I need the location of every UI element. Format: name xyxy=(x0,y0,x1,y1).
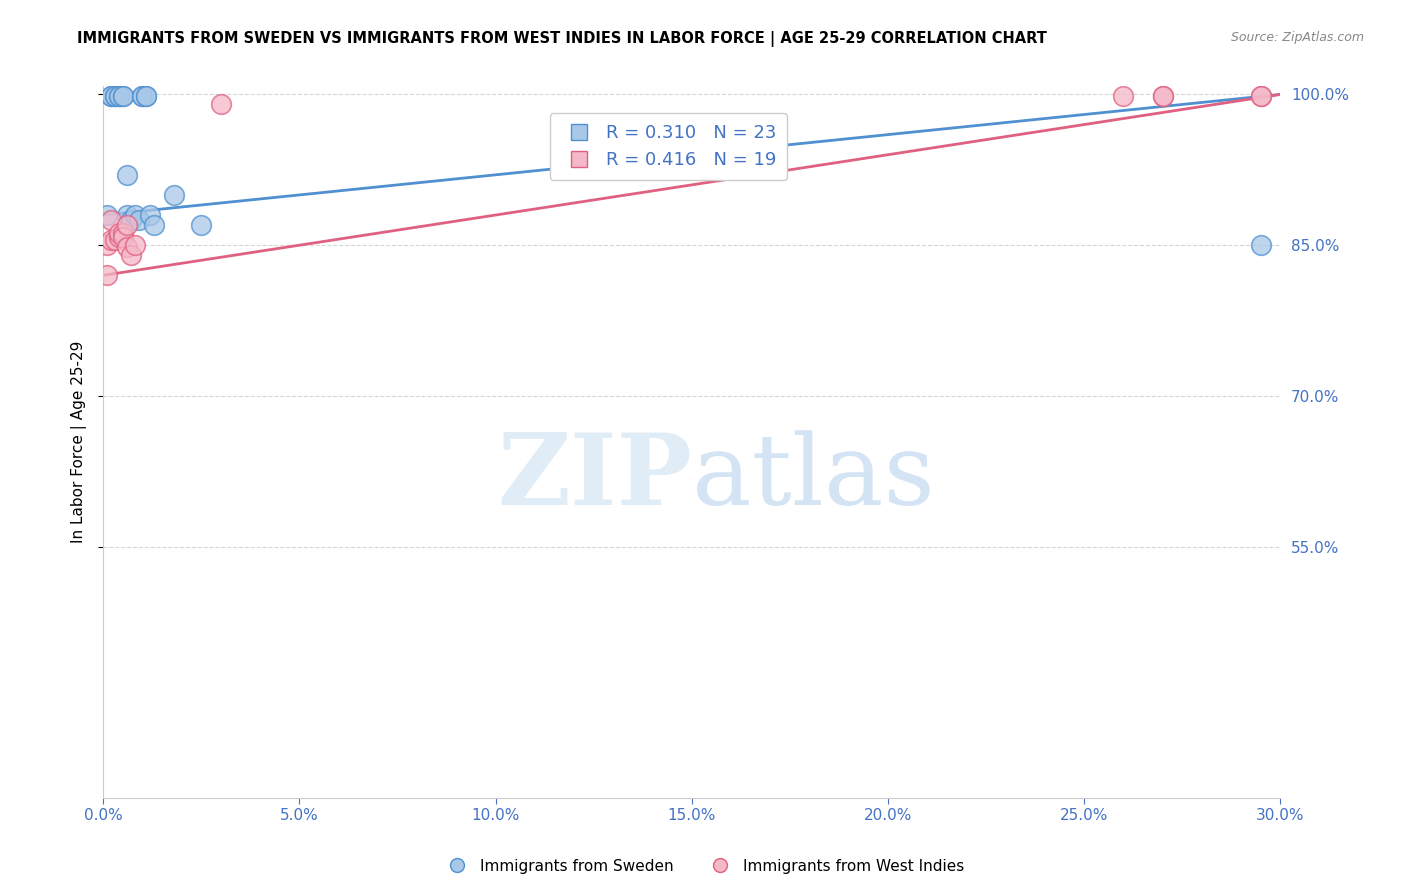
Point xyxy=(96,268,118,283)
Text: ZIP: ZIP xyxy=(496,429,692,526)
Point xyxy=(1112,89,1135,103)
Point xyxy=(108,89,131,103)
Point xyxy=(143,218,166,232)
Point xyxy=(1152,89,1174,103)
Point xyxy=(108,230,131,244)
Text: atlas: atlas xyxy=(692,430,935,525)
Point xyxy=(111,230,134,244)
Point xyxy=(139,208,162,222)
Point xyxy=(120,248,142,262)
Point xyxy=(104,89,127,103)
Point xyxy=(124,208,146,222)
Point xyxy=(100,89,122,103)
Point xyxy=(124,238,146,252)
Point xyxy=(111,89,134,103)
Point xyxy=(1250,238,1272,252)
Point xyxy=(115,208,138,222)
Point xyxy=(111,89,134,103)
Point xyxy=(96,208,118,222)
Point xyxy=(111,226,134,240)
Point xyxy=(1152,89,1174,103)
Point xyxy=(1250,89,1272,103)
Point xyxy=(131,89,153,103)
Legend: R = 0.310   N = 23, R = 0.416   N = 19: R = 0.310 N = 23, R = 0.416 N = 19 xyxy=(550,113,787,180)
Point xyxy=(100,213,122,227)
Point xyxy=(108,226,131,240)
Point xyxy=(100,233,122,247)
Point xyxy=(108,89,131,103)
Point xyxy=(128,213,150,227)
Point xyxy=(135,89,157,103)
Point xyxy=(131,89,153,103)
Point xyxy=(100,89,122,103)
Point xyxy=(135,89,157,103)
Point xyxy=(104,233,127,247)
Point xyxy=(163,188,186,202)
Text: IMMIGRANTS FROM SWEDEN VS IMMIGRANTS FROM WEST INDIES IN LABOR FORCE | AGE 25-29: IMMIGRANTS FROM SWEDEN VS IMMIGRANTS FRO… xyxy=(77,31,1047,47)
Point xyxy=(115,240,138,254)
Legend: Immigrants from Sweden, Immigrants from West Indies: Immigrants from Sweden, Immigrants from … xyxy=(436,853,970,880)
Point xyxy=(1250,89,1272,103)
Point xyxy=(115,168,138,182)
Point xyxy=(120,213,142,227)
Text: Source: ZipAtlas.com: Source: ZipAtlas.com xyxy=(1230,31,1364,45)
Point xyxy=(190,218,212,232)
Point xyxy=(96,238,118,252)
Point xyxy=(209,97,232,112)
Point xyxy=(115,218,138,232)
Y-axis label: In Labor Force | Age 25-29: In Labor Force | Age 25-29 xyxy=(72,341,87,543)
Point xyxy=(104,89,127,103)
